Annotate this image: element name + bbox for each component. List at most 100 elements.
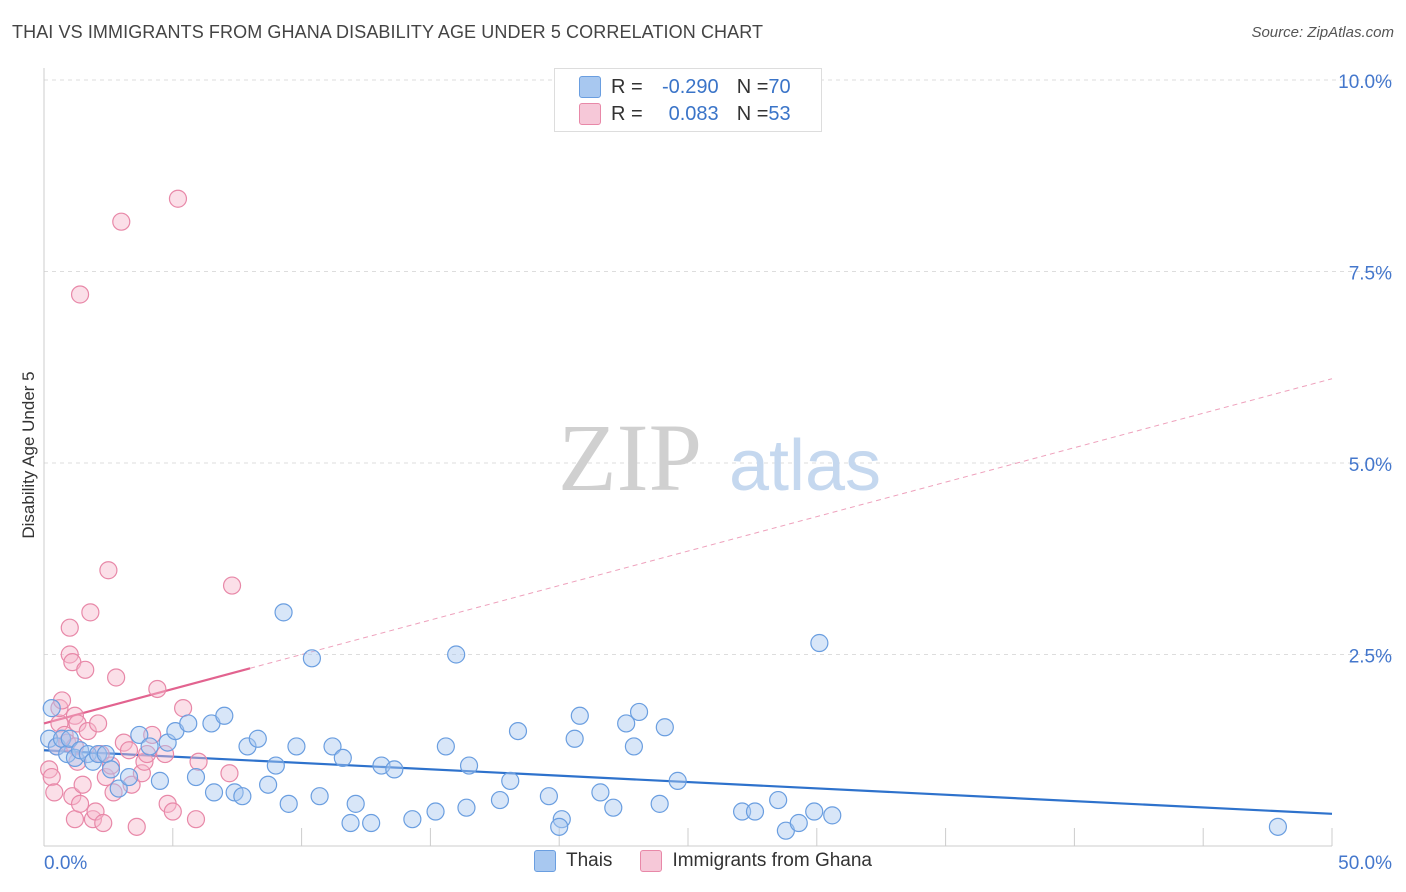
ghana-point (127, 817, 146, 836)
ghana-point (186, 810, 206, 829)
ghana-point (222, 576, 242, 595)
ghana-point (112, 212, 131, 231)
thai-point (604, 798, 623, 817)
legend-item-ghana[interactable]: Immigrants from Ghana (640, 850, 872, 872)
axes (43, 68, 1333, 847)
ghana-point (70, 794, 90, 813)
chart-title: THAI VS IMMIGRANTS FROM GHANA DISABILITY… (12, 22, 764, 42)
thai-point (745, 802, 765, 821)
thai-point (823, 806, 842, 825)
ghana-point (68, 714, 87, 733)
legend-r-value: -0.290 (661, 75, 719, 98)
y-tick-label: 2.5% (1349, 647, 1392, 668)
series-legend: Thais Immigrants from Ghana (0, 850, 1406, 872)
thai-point (570, 706, 589, 725)
thai-point (668, 771, 687, 790)
thai-point (459, 756, 479, 775)
ghana-point (220, 764, 239, 783)
y-tick-label: 7.5% (1349, 264, 1392, 285)
thai-point (101, 760, 121, 779)
thai-point (248, 729, 267, 748)
ghana-point (50, 714, 69, 733)
ghana-point (65, 810, 85, 829)
thai-point (60, 729, 79, 748)
legend-swatch-ghana (640, 850, 663, 872)
thai-point (109, 779, 128, 798)
ghana-point (94, 813, 113, 833)
thai-point (789, 813, 808, 833)
thai-point (119, 767, 139, 787)
ghana-point (148, 679, 167, 699)
thai-point (179, 714, 198, 733)
ghana-point (70, 285, 90, 304)
thai-point (238, 737, 257, 756)
legend-r-value: 0.083 (668, 102, 719, 125)
legend-row-ghana: R = 0.083 N = 53 (579, 102, 791, 126)
legend-r-label: R = (611, 75, 643, 98)
thai-point (150, 771, 170, 790)
legend-swatch-thais (533, 850, 556, 872)
thai-point (186, 767, 206, 787)
legend-n-label: N = (736, 75, 769, 98)
ghana-point (88, 714, 108, 733)
thai-point (333, 748, 352, 768)
ghana-point (81, 603, 100, 622)
watermark-zip: ZIP (558, 404, 702, 511)
ghana-point (76, 660, 95, 679)
thai-point (323, 737, 342, 756)
scatter-points (40, 189, 1288, 840)
legend-label-thais: Thais (565, 850, 613, 871)
source-label[interactable]: Source: ZipAtlas.com (1251, 24, 1394, 41)
thai-point (501, 771, 520, 790)
thai-point (274, 603, 293, 622)
thai-point (508, 721, 528, 741)
legend-item-thais[interactable]: Thais (533, 850, 613, 872)
legend-swatch-ghana (579, 103, 601, 125)
thai-point (655, 718, 674, 737)
thai-point (279, 794, 298, 813)
ghana-point (119, 741, 139, 760)
y-tick-label: 5.0% (1349, 455, 1392, 476)
ghana-point (143, 725, 162, 745)
thai-point (617, 714, 636, 733)
thai-trend-line (43, 749, 1333, 815)
thai-point (403, 810, 422, 829)
thai-point (436, 737, 455, 756)
ghana-point (99, 561, 118, 580)
thai-point (591, 783, 610, 802)
ghana-point (168, 189, 188, 208)
thai-point (287, 737, 306, 756)
x-tick-label-min: 0.0% (44, 853, 87, 874)
thai-point (96, 744, 115, 764)
thai-point (490, 790, 510, 810)
ghana-point (52, 691, 72, 710)
thai-point (650, 794, 669, 813)
thai-point (302, 649, 322, 668)
thai-point (550, 817, 569, 836)
thai-point (130, 725, 149, 745)
thai-point (346, 794, 365, 813)
stats-legend: R = -0.290 N = 70 R = 0.083 N = 53 (554, 68, 822, 132)
watermark-atlas: atlas (729, 426, 881, 506)
thai-point (810, 633, 829, 653)
legend-r-label: R = (611, 102, 643, 125)
thai-point (215, 706, 234, 725)
ghana-point (45, 783, 64, 802)
thai-point (805, 802, 824, 821)
ghana-point (78, 721, 97, 741)
thai-point (40, 729, 59, 748)
thai-point (362, 813, 381, 833)
thai-point (266, 756, 285, 775)
ghana-point (174, 699, 193, 718)
thai-point (732, 802, 752, 821)
y-axis-title: Disability Age Under 5 (19, 371, 38, 538)
ghana-trend-line-dashed (249, 378, 1333, 669)
trend-lines (43, 378, 1333, 815)
ghana-point (155, 744, 175, 764)
thai-point (259, 775, 278, 794)
thai-point (140, 737, 159, 756)
legend-swatch-thai (579, 76, 601, 98)
ghana-point (101, 756, 121, 775)
x-tick-label-max: 50.0% (1338, 853, 1392, 874)
ghana-point (63, 787, 82, 806)
